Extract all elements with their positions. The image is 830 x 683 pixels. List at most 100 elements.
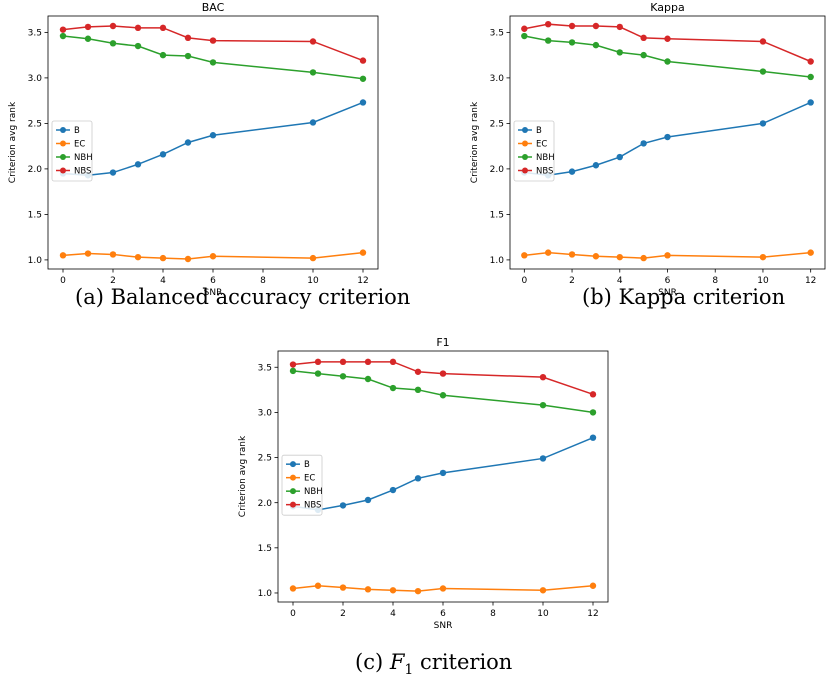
chart-2-series-nbh-point xyxy=(389,384,397,392)
chart-2-ytick-label: 2.5 xyxy=(258,454,272,464)
chart-1-xtick-label: 10 xyxy=(757,276,769,286)
chart-2-series-nbh-point xyxy=(364,375,372,383)
chart-1-ytick-label: 2.5 xyxy=(490,120,504,130)
chart-1-ytick-label: 3.5 xyxy=(490,29,504,39)
chart-0-series-nbh-point xyxy=(309,69,317,76)
chart-0-series-ec-point xyxy=(109,251,117,258)
chart-f1: F1 0 2 4 6 8 10 12 1.0 1.5 2.0 2.5 3.0 3.5 SNR Criterio… xyxy=(230,335,620,631)
chart-bac-svg: BAC 0 2 4 6 8 10 12 1.0 1.5 2.0 2.5 3.0 3.5 SNR Criteri… xyxy=(8,1,379,298)
chart-1-series-nbs-point xyxy=(592,22,600,30)
chart-1-series-nbh-point xyxy=(664,58,671,65)
chart-2-series-b-point xyxy=(539,455,547,462)
chart-2-series-nbh-point xyxy=(589,409,597,416)
chart-1-series-b-point xyxy=(568,168,576,175)
chart-kappa: Kappa 0 2 4 6 8 10 12 1.0 1.5 2.0 2.5 3.0 3.5 SNR Crite… xyxy=(460,0,830,300)
chart-2-ytick-label: 3.0 xyxy=(258,409,273,419)
chart-2-series-nbh-point xyxy=(414,386,422,394)
chart-1-series-ec-point xyxy=(664,252,671,259)
chart-0-series-ec-point xyxy=(309,254,317,262)
chart-2-axes-frame xyxy=(277,350,609,603)
chart-0-series-nbh-point xyxy=(184,52,192,60)
chart-0-series-nbs-point xyxy=(84,23,92,31)
chart-2-series-nbh-point xyxy=(289,367,297,375)
chart-0-axes-frame xyxy=(47,15,379,270)
chart-2-series-nbh-point xyxy=(314,370,322,377)
chart-2-ytick-label: 1.5 xyxy=(258,544,272,554)
chart-2-series-nbs-point xyxy=(364,358,372,366)
chart-1-series-nbh-point xyxy=(592,41,600,49)
caption-c-prefix: (c) xyxy=(355,650,384,674)
chart-0-xtick-label: 0 xyxy=(60,276,66,286)
chart-1-series-nbh-point xyxy=(521,32,528,40)
chart-2-ylabel: Criterion avg rank xyxy=(238,435,248,517)
chart-1-ytick-label: 1.5 xyxy=(490,211,504,221)
chart-0-series-b-point xyxy=(109,169,117,176)
chart-0-legend-nbh-label: NBH xyxy=(74,153,93,163)
chart-1-series-nbh-point xyxy=(544,37,552,44)
chart-2-series-nbs-point xyxy=(389,358,397,366)
chart-1-series-b-point xyxy=(807,99,814,106)
chart-0-series-nbh-point xyxy=(359,75,367,82)
chart-0-series-nbs-point xyxy=(209,37,217,44)
chart-1-series-ec-point xyxy=(521,252,528,259)
chart-1-series-ec-point xyxy=(640,254,647,262)
chart-2-xlabel: SNR xyxy=(434,621,453,631)
chart-1-series-nbs-point xyxy=(521,25,528,32)
chart-0-ytick-label: 1.5 xyxy=(28,211,42,221)
chart-0-xlabel: SNR xyxy=(204,288,223,298)
chart-0-series-ec-point xyxy=(134,253,142,261)
chart-1-ylabel: Criterion avg rank xyxy=(470,101,480,183)
chart-0-series-nbh-point xyxy=(134,42,142,50)
chart-1-series-nbh-line xyxy=(524,35,811,78)
chart-1-legend-b-label: B xyxy=(536,126,542,136)
chart-0-series-nbh-point xyxy=(209,59,217,66)
chart-2-xtick-label: 2 xyxy=(340,609,346,619)
chart-1-legend-ec-label: EC xyxy=(536,139,547,149)
chart-0-ytick-label: 2.0 xyxy=(28,165,43,175)
chart-0-series-nbs-point xyxy=(159,24,167,32)
chart-0-series-nbh-point xyxy=(59,32,67,40)
chart-1-series-nbs-point xyxy=(807,58,814,65)
chart-2-ytick-label: 3.5 xyxy=(258,363,272,373)
chart-2-series-nbs-point xyxy=(289,361,297,368)
chart-0-series-nbs-point xyxy=(134,24,142,32)
chart-1-series-nbs-point xyxy=(759,38,767,45)
chart-2-legend-nbs-label: NBS xyxy=(304,501,321,511)
chart-0-series-ec-point xyxy=(59,252,67,259)
chart-1-series-ec-point xyxy=(544,249,552,256)
chart-2-legend-ec-label: EC xyxy=(304,474,315,484)
chart-0-series-ec-point xyxy=(184,255,192,263)
chart-1-series-ec-point xyxy=(759,253,767,261)
chart-0-xtick-label: 12 xyxy=(357,276,368,286)
chart-0-legend-nbs-label: NBS xyxy=(74,166,91,176)
chart-1-xtick-label: 4 xyxy=(617,276,623,286)
chart-1-series-nbs-point xyxy=(616,23,623,31)
chart-0-series-nbs-point xyxy=(309,38,317,45)
chart-2-series-b-point xyxy=(439,469,447,477)
chart-2-xtick-label: 6 xyxy=(440,609,446,619)
chart-2-series-nbh-line xyxy=(292,370,594,414)
chart-2-legend-nbh-marker xyxy=(290,488,296,495)
caption-a: (a) Balanced accuracy criterion xyxy=(75,285,411,309)
chart-1-title: Kappa xyxy=(650,1,684,14)
chart-0-series-nbs-point xyxy=(109,22,117,30)
chart-2-series-ec-point xyxy=(389,587,397,594)
chart-2-legend-ec-marker xyxy=(290,474,296,481)
chart-1-axes-frame xyxy=(509,15,826,270)
chart-0-series-ec-point xyxy=(159,254,167,262)
chart-2-xtick-label: 0 xyxy=(290,609,296,619)
chart-0-xtick-label: 10 xyxy=(307,276,319,286)
chart-2-ytick-label: 2.0 xyxy=(258,499,273,509)
caption-c-var: F xyxy=(389,650,405,674)
chart-0-ylabel: Criterion avg rank xyxy=(8,101,18,183)
chart-1-series-b-point xyxy=(759,120,767,127)
chart-2-series-b-point xyxy=(414,475,422,482)
chart-1-series-nbh-point xyxy=(568,39,576,46)
chart-0-series-ec-point xyxy=(359,249,367,256)
chart-0-legend-box xyxy=(51,120,93,182)
chart-0-legend-ec-label: EC xyxy=(74,139,85,149)
chart-1-legend-nbs-label: NBS xyxy=(536,166,553,176)
chart-2-series-ec-point xyxy=(414,587,422,595)
chart-0-series-b-line xyxy=(62,101,364,177)
chart-0-series-nbh-point xyxy=(84,35,92,42)
